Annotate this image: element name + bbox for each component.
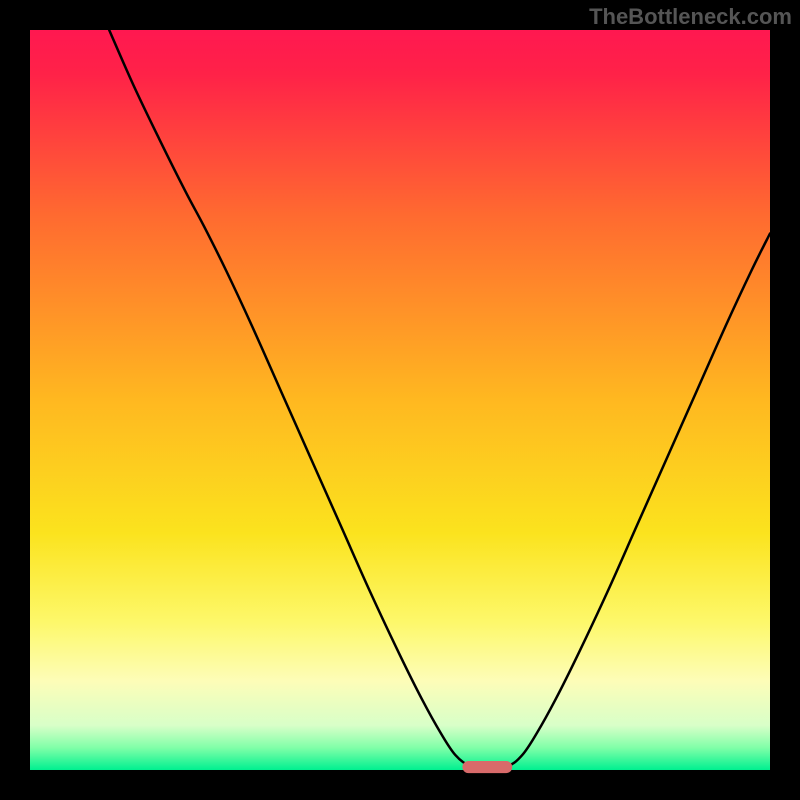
watermark-text: TheBottleneck.com [589, 4, 792, 30]
optimal-marker [463, 761, 512, 772]
chart-background [30, 30, 770, 770]
chart-svg [0, 0, 800, 800]
bottleneck-chart: TheBottleneck.com [0, 0, 800, 800]
